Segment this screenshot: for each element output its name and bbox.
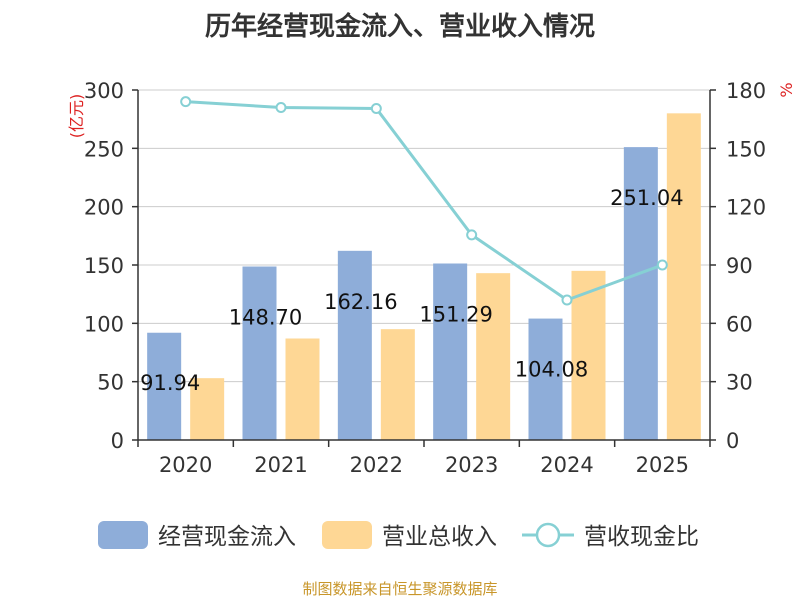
point-营收现金比-2025	[656, 259, 668, 271]
bar-经营现金流入-2023	[433, 263, 468, 440]
source-note: 制图数据来自恒生聚源数据库	[302, 580, 498, 598]
x-tick-label-2022: 2022	[350, 453, 403, 477]
data-label-2024: 104.08	[515, 358, 588, 382]
point-营收现金比-2021	[275, 102, 287, 113]
bar-经营现金流入-2021	[242, 266, 277, 440]
bar-经营现金流入-2022	[337, 250, 372, 440]
legend-marker-营收现金比	[535, 522, 561, 548]
left-tick-label: 200	[84, 196, 124, 220]
data-label-2020: 91.94	[140, 371, 200, 395]
point-营收现金比-2020	[180, 96, 192, 108]
legend-swatch-经营现金流入	[98, 521, 148, 549]
point-营收现金比-2023	[466, 229, 478, 241]
right-axis-title: %	[777, 82, 796, 97]
right-tick-label: 120	[726, 196, 766, 220]
bar-营业总收入-2024	[571, 270, 606, 440]
left-tick-label: 300	[84, 79, 124, 103]
bar-经营现金流入-2024	[528, 318, 563, 440]
bar-营业总收入-2020	[190, 378, 225, 440]
right-tick-label: 150	[726, 137, 766, 161]
left-tick-label: 0	[111, 429, 124, 453]
right-tick-label: 60	[726, 312, 753, 336]
point-营收现金比-2022	[370, 102, 382, 114]
data-label-2022: 162.16	[324, 290, 397, 314]
data-label-2021: 148.70	[229, 306, 302, 330]
right-tick-label: 180	[726, 79, 766, 103]
legend-label-经营现金流入: 经营现金流入	[158, 524, 296, 550]
bar-营业总收入-2021	[285, 338, 320, 440]
bar-营业总收入-2022	[380, 329, 415, 440]
left-tick-label: 100	[84, 312, 124, 336]
x-tick-label-2025: 2025	[636, 453, 689, 477]
right-tick-label: 0	[726, 429, 739, 453]
bar-经营现金流入-2020	[147, 332, 182, 440]
x-tick-label-2020: 2020	[159, 453, 212, 477]
left-tick-label: 50	[97, 371, 124, 395]
data-label-2023: 151.29	[419, 302, 492, 326]
legend-label-营业总收入: 营业总收入	[382, 524, 497, 550]
bar-营业总收入-2025	[666, 113, 701, 440]
point-营收现金比-2024	[561, 294, 573, 306]
left-tick-label: 150	[84, 254, 124, 278]
data-label-2025: 251.04	[610, 186, 683, 210]
line-营收现金比	[185, 100, 663, 302]
right-tick-label: 90	[726, 254, 753, 278]
legend-swatch-营业总收入	[322, 521, 372, 549]
bar-营业总收入-2023	[476, 273, 511, 440]
x-tick-label-2024: 2024	[540, 453, 593, 477]
legend-label-营收现金比: 营收现金比	[584, 524, 699, 550]
chart-title: 历年经营现金流入、营业收入情况	[204, 12, 595, 42]
bar-经营现金流入-2025	[623, 147, 658, 440]
x-tick-label-2023: 2023	[445, 453, 498, 477]
x-tick-label-2021: 2021	[254, 453, 307, 477]
left-tick-label: 250	[84, 137, 124, 161]
left-axis-title: (亿元)	[67, 94, 86, 139]
right-tick-label: 30	[726, 371, 753, 395]
